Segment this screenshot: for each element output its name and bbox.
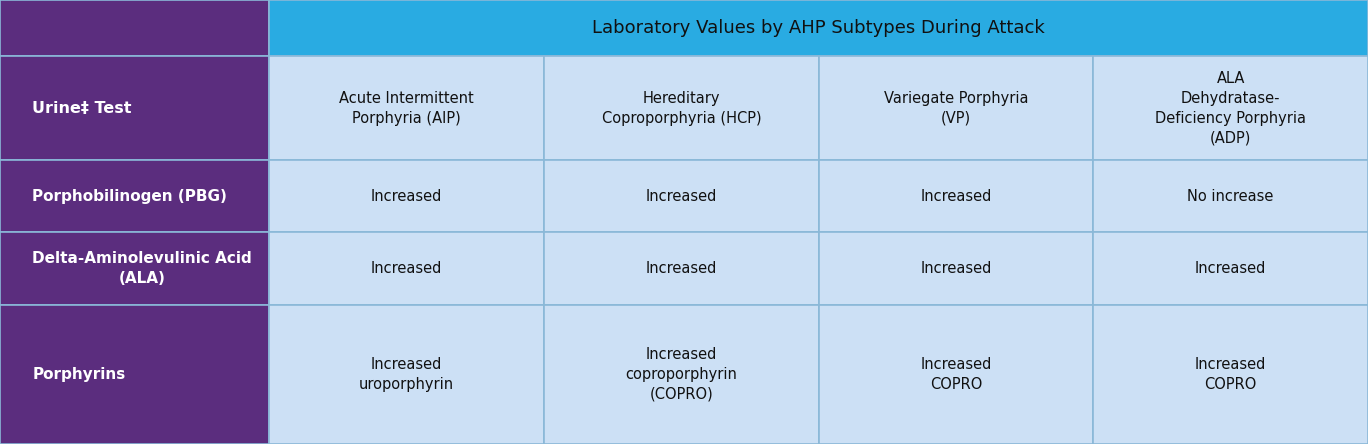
Text: Increased
COPRO: Increased COPRO xyxy=(921,357,992,392)
Text: Increased: Increased xyxy=(646,189,717,203)
Bar xyxy=(818,56,1093,160)
Text: Variegate Porphyria
(VP): Variegate Porphyria (VP) xyxy=(884,91,1029,126)
Text: Increased: Increased xyxy=(371,261,442,276)
Bar xyxy=(818,160,1093,232)
Text: Increased: Increased xyxy=(1196,261,1267,276)
Text: Porphobilinogen (PBG): Porphobilinogen (PBG) xyxy=(33,189,227,203)
Bar xyxy=(269,0,1368,56)
Bar xyxy=(269,160,544,232)
Text: Porphyrins: Porphyrins xyxy=(33,367,126,382)
Text: Increased
COPRO: Increased COPRO xyxy=(1196,357,1267,392)
Text: Increased: Increased xyxy=(921,189,992,203)
Text: Delta-Aminolevulinic Acid
(ALA): Delta-Aminolevulinic Acid (ALA) xyxy=(33,251,252,286)
Bar xyxy=(544,305,818,444)
Bar xyxy=(1093,305,1368,444)
Bar xyxy=(544,56,818,160)
Bar xyxy=(544,232,818,305)
Text: Urine‡ Test: Urine‡ Test xyxy=(33,101,131,115)
Text: Increased: Increased xyxy=(646,261,717,276)
Text: Acute Intermittent
Porphyria (AIP): Acute Intermittent Porphyria (AIP) xyxy=(339,91,475,126)
Bar xyxy=(269,305,544,444)
Bar xyxy=(1093,56,1368,160)
Bar xyxy=(269,232,544,305)
Bar xyxy=(0,0,269,56)
Bar xyxy=(0,160,269,232)
Bar xyxy=(544,160,818,232)
Text: Laboratory Values by AHP Subtypes During Attack: Laboratory Values by AHP Subtypes During… xyxy=(592,19,1045,37)
Bar xyxy=(0,232,269,305)
Text: Increased: Increased xyxy=(921,261,992,276)
Text: Increased
uroporphyrin: Increased uroporphyrin xyxy=(360,357,454,392)
Text: Increased: Increased xyxy=(371,189,442,203)
Bar xyxy=(818,305,1093,444)
Bar xyxy=(0,56,269,160)
Bar xyxy=(818,232,1093,305)
Bar xyxy=(269,56,544,160)
Text: No increase: No increase xyxy=(1187,189,1274,203)
Text: Increased
coproporphyrin
(COPRO): Increased coproporphyrin (COPRO) xyxy=(625,347,737,401)
Text: ALA
Dehydratase-
Deficiency Porphyria
(ADP): ALA Dehydratase- Deficiency Porphyria (A… xyxy=(1155,71,1306,145)
Text: Hereditary
Coproporphyria (HCP): Hereditary Coproporphyria (HCP) xyxy=(602,91,761,126)
Bar xyxy=(0,305,269,444)
Bar xyxy=(1093,160,1368,232)
Bar xyxy=(1093,232,1368,305)
